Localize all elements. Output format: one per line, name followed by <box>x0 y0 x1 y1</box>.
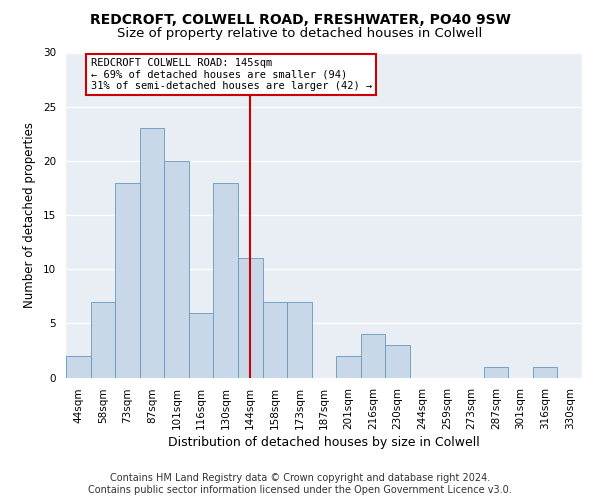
Bar <box>189 312 214 378</box>
Bar <box>66 356 91 378</box>
Text: Contains HM Land Registry data © Crown copyright and database right 2024.
Contai: Contains HM Land Registry data © Crown c… <box>88 474 512 495</box>
Bar <box>361 334 385 378</box>
Bar <box>115 182 140 378</box>
Bar <box>238 258 263 378</box>
Text: Size of property relative to detached houses in Colwell: Size of property relative to detached ho… <box>118 28 482 40</box>
X-axis label: Distribution of detached houses by size in Colwell: Distribution of detached houses by size … <box>168 436 480 450</box>
Bar <box>214 182 238 378</box>
Bar <box>336 356 361 378</box>
Text: REDCROFT COLWELL ROAD: 145sqm
← 69% of detached houses are smaller (94)
31% of s: REDCROFT COLWELL ROAD: 145sqm ← 69% of d… <box>91 58 372 91</box>
Bar <box>287 302 312 378</box>
Bar <box>533 366 557 378</box>
Bar <box>385 345 410 378</box>
Bar <box>484 366 508 378</box>
Text: REDCROFT, COLWELL ROAD, FRESHWATER, PO40 9SW: REDCROFT, COLWELL ROAD, FRESHWATER, PO40… <box>89 12 511 26</box>
Bar <box>164 161 189 378</box>
Bar <box>91 302 115 378</box>
Y-axis label: Number of detached properties: Number of detached properties <box>23 122 36 308</box>
Bar <box>263 302 287 378</box>
Bar <box>140 128 164 378</box>
